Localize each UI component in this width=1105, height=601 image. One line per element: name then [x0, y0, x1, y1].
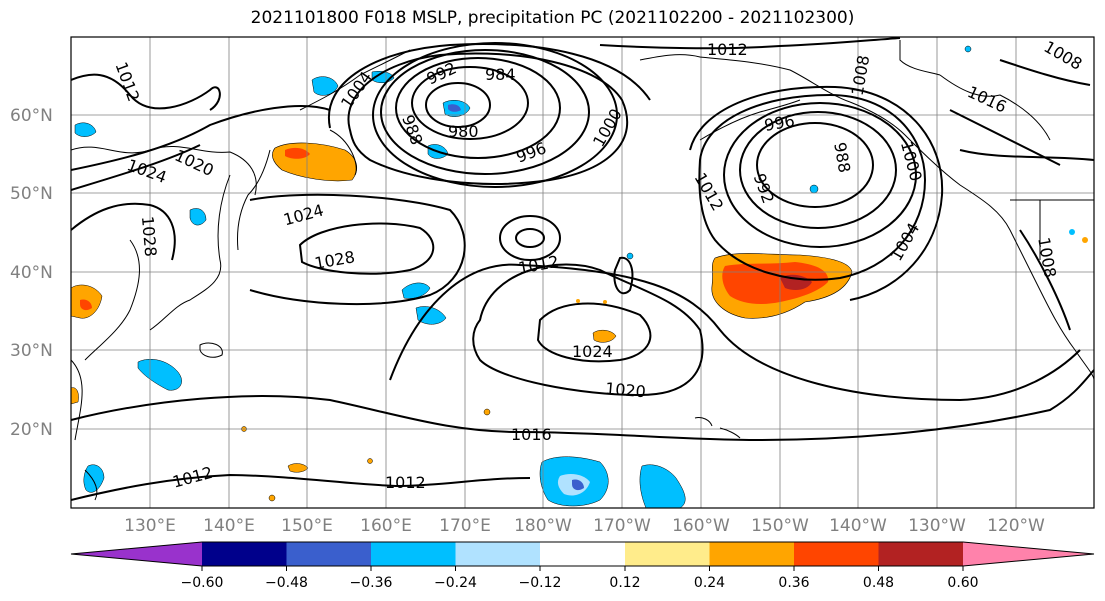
- lat-label-40n: 40°N: [10, 263, 53, 283]
- isobar-1016-s: [389, 263, 1081, 402]
- colorbar-tick-label: 0.24: [694, 575, 725, 591]
- isobar-1004: [327, 43, 651, 129]
- isobar-996-e: [723, 102, 917, 248]
- colorbar-tick-label: −0.60: [181, 575, 224, 591]
- isobar-1000: [347, 52, 629, 185]
- isobar-label-1020-s: 1020: [604, 379, 646, 401]
- isobar-1000-e: [698, 93, 927, 281]
- colorbar-tick-label: 0.12: [609, 575, 640, 591]
- colorbar-swatch: [371, 542, 456, 566]
- isobar-988-e: [756, 122, 874, 208]
- isobar-1016-c: [499, 215, 561, 261]
- lat-labels: 60°N 50°N 40°N 30°N 20°N: [10, 106, 53, 440]
- isobar-1024-c: [249, 193, 466, 306]
- colorbar-swatch: [202, 542, 287, 566]
- colorbar-extend-high: [963, 542, 1094, 566]
- colorbar-tick-label: −0.36: [350, 575, 393, 591]
- isobars: [71, 37, 1094, 501]
- lat-label-20n: 20°N: [10, 420, 53, 440]
- isobar-label-1024-s: 1024: [572, 342, 613, 361]
- isobar-label-984-w: 984: [485, 65, 516, 84]
- colorbar-tick-label: −0.48: [265, 575, 308, 591]
- isobar-1020-s: [472, 263, 704, 397]
- isobar-1016-w: [71, 105, 331, 171]
- lat-label-60n: 60°N: [10, 106, 53, 126]
- colorbar-swatch: [794, 542, 879, 566]
- colorbar-swatch: [455, 542, 540, 566]
- lon-label-160w: 160°W: [672, 516, 730, 536]
- lon-label-140w: 140°W: [829, 516, 887, 536]
- isobar-984: [411, 66, 529, 140]
- colorbar-tick-label: −0.12: [519, 575, 562, 591]
- lon-labels: 130°E 140°E 150°E 160°E 170°E 180°W 170°…: [124, 516, 1045, 536]
- lon-label-130e: 130°E: [124, 516, 176, 536]
- colorbar-swatch: [709, 542, 794, 566]
- isobar-1012-n: [599, 37, 901, 50]
- isobar-1020-w: [71, 144, 201, 191]
- colorbar-swatch: [286, 542, 371, 566]
- lon-label-170e: 170°E: [439, 516, 491, 536]
- precip-shading: [71, 45, 1088, 508]
- isobar-988: [395, 57, 561, 159]
- map-title: 2021101800 F018 MSLP, precipitation PC (…: [250, 8, 855, 28]
- lon-label-160e: 160°E: [360, 516, 412, 536]
- isobar-1024-s: [536, 302, 652, 363]
- isobar-label-1012-ssw: 1012: [385, 473, 426, 492]
- isobar-992-e: [739, 111, 897, 229]
- isobar-1012-c: [515, 228, 545, 248]
- isobar-1004-e: [689, 85, 944, 301]
- colorbar-tick-label: 0.36: [778, 575, 809, 591]
- colorbar-extend-low: [71, 542, 202, 566]
- isobar-label-1028-w: 1028: [138, 215, 160, 257]
- lat-label-50n: 50°N: [10, 184, 53, 204]
- colorbar-swatch: [878, 542, 963, 566]
- colorbar: −0.60 −0.48 −0.36 −0.24 −0.12 0.12 0.24 …: [70, 541, 1095, 591]
- map-frame: [70, 36, 1095, 509]
- lon-label-130w: 130°W: [908, 516, 966, 536]
- isobar-996: [372, 42, 618, 188]
- lon-label-150w: 150°W: [751, 516, 809, 536]
- lon-label-140e: 140°E: [203, 516, 255, 536]
- isobar-1008-s: [71, 473, 531, 501]
- colorbar-tick-label: 0.48: [863, 575, 894, 591]
- isobar-980: [425, 82, 491, 128]
- isobar-label-1016-s: 1016: [511, 425, 552, 444]
- graticule: [71, 37, 1094, 508]
- isobar-label-1012-se: 1012: [1096, 316, 1105, 359]
- lon-label-120w: 120°W: [987, 516, 1045, 536]
- lat-label-30n: 30°N: [10, 341, 53, 361]
- colorbar-swatch: [540, 542, 625, 566]
- isobar-label-980-w: 980: [448, 122, 479, 141]
- colorbar-swatch: [625, 542, 710, 566]
- lon-label-180w: 180°W: [514, 516, 572, 536]
- colorbar-tick-label: −0.24: [434, 575, 477, 591]
- isobar-label-1012-n: 1012: [707, 40, 748, 59]
- lon-label-170w: 170°W: [593, 516, 651, 536]
- map-area: [71, 37, 1094, 508]
- isobar-1012-s: [71, 369, 1094, 442]
- colorbar-tick-label: 0.60: [947, 575, 978, 591]
- lon-label-150e: 150°E: [281, 516, 333, 536]
- isobar-992: [380, 49, 590, 175]
- isobar-1028-c: [298, 222, 435, 275]
